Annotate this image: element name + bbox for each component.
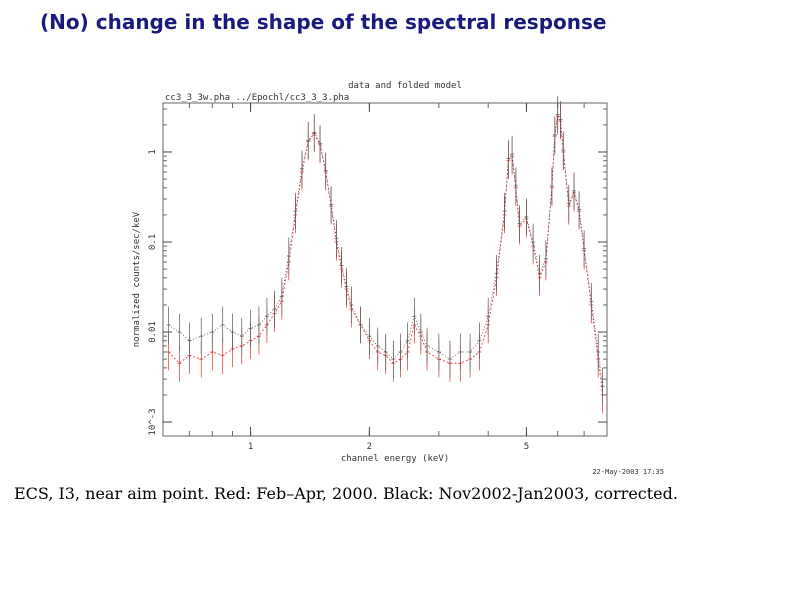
plot-frame (162, 102, 608, 437)
plot-timestamp: 22-May-2003 17:35 (592, 468, 664, 476)
x-tick-label: 1 (248, 442, 253, 452)
x-tick-label: 2 (367, 442, 372, 452)
slide-caption: ECS, I3, near aim point. Red: Feb–Apr, 2… (14, 484, 678, 503)
y-tick-label: 1 (148, 149, 158, 154)
y-tick-label: 0.1 (148, 234, 158, 250)
model-line (168, 114, 604, 396)
chart-title: data and folded model (348, 81, 462, 91)
x-axis-ticks: 1 2 5 (248, 103, 529, 452)
series-layer (166, 96, 605, 414)
slide-title: (No) change in the shape of the spectral… (40, 10, 607, 34)
series-black (166, 96, 605, 405)
x-tick-label: 5 (524, 442, 529, 452)
y-axis-label: normalized counts/sec/keV (132, 211, 142, 347)
y-minor-ticks (163, 108, 607, 396)
x-minor-ticks (188, 103, 608, 436)
y-tick-label: 0.01 (148, 321, 158, 343)
y-axis-ticks: 10^-3 0.01 0.1 1 (148, 149, 607, 436)
x-axis-label: channel energy (keV) (341, 454, 449, 464)
y-tick-label: 10^-3 (148, 409, 158, 436)
chart-subtitle: cc3_3_3w.pha ../Epochl/cc3_3_3.pha (165, 93, 349, 103)
